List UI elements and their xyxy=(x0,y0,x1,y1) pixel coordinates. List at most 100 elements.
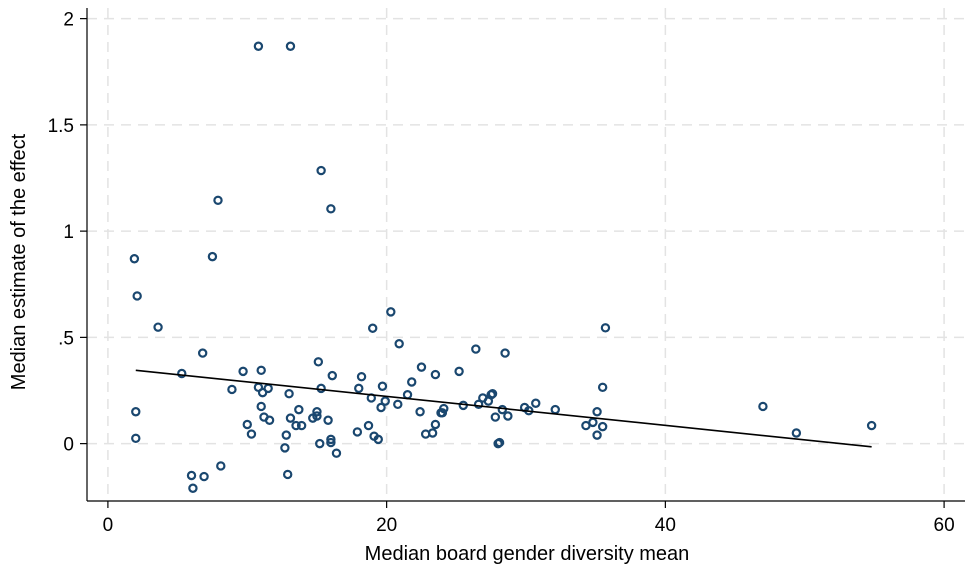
data-point-95 xyxy=(494,437,505,448)
gridlines xyxy=(87,8,965,501)
data-point-9 xyxy=(600,323,611,333)
data-point-44 xyxy=(393,399,403,410)
data-point-99 xyxy=(257,387,268,398)
data-point-83 xyxy=(199,471,209,482)
data-point-97 xyxy=(597,421,608,432)
data-point-26 xyxy=(454,366,464,377)
data-point-81 xyxy=(216,461,226,471)
data-point-5 xyxy=(129,254,140,264)
data-point-24 xyxy=(416,362,427,372)
x-tick-label-2: 40 xyxy=(655,515,676,536)
data-point-93 xyxy=(326,437,336,448)
data-point-73 xyxy=(427,428,438,438)
x-tick-label-1: 20 xyxy=(376,515,397,536)
data-point-69 xyxy=(326,434,336,445)
data-point-61 xyxy=(592,407,602,417)
data-point-63 xyxy=(791,428,802,438)
data-point-68 xyxy=(315,438,325,449)
fit-line xyxy=(135,369,872,448)
data-point-52 xyxy=(264,415,275,425)
x-tick-label-0: 0 xyxy=(103,515,114,536)
data-point-1 xyxy=(285,41,296,51)
x-tick-label-3: 60 xyxy=(934,515,955,536)
data-point-48 xyxy=(497,404,508,415)
data-point-16 xyxy=(238,366,248,377)
data-point-22 xyxy=(356,371,367,382)
data-point-18 xyxy=(284,388,294,399)
data-point-17 xyxy=(256,365,266,376)
data-point-82 xyxy=(186,470,197,481)
data-point-37 xyxy=(531,398,541,408)
data-point-40 xyxy=(256,401,266,412)
data-point-78 xyxy=(312,411,322,421)
data-point-35 xyxy=(402,390,413,400)
data-point-75 xyxy=(592,430,602,440)
data-point-39 xyxy=(131,407,141,417)
data-point-80 xyxy=(373,434,383,445)
data-point-56 xyxy=(376,402,386,413)
data-point-23 xyxy=(377,381,388,391)
data-point-2 xyxy=(316,165,326,176)
data-point-91 xyxy=(363,420,374,431)
data-point-25 xyxy=(430,369,441,380)
y-tick-label-3: 1.5 xyxy=(48,116,74,137)
data-points xyxy=(129,41,877,493)
data-point-84 xyxy=(282,469,293,480)
data-point-79 xyxy=(331,448,342,458)
data-point-62 xyxy=(758,401,768,412)
y-axis-title: Median estimate of the effect xyxy=(8,133,30,390)
data-point-94 xyxy=(486,390,496,400)
data-point-45 xyxy=(415,407,425,417)
data-point-76 xyxy=(131,433,141,444)
data-point-21 xyxy=(177,368,187,379)
data-point-55 xyxy=(323,415,333,425)
data-point-88 xyxy=(437,408,448,418)
data-point-49 xyxy=(550,404,560,415)
tick-labels: 0 20 40 60 0 .5 1 1.5 2 xyxy=(48,10,955,536)
data-point-70 xyxy=(352,427,363,437)
axes xyxy=(80,8,965,508)
data-point-3 xyxy=(326,204,336,214)
x-axis-title: Median board gender diversity mean xyxy=(365,543,690,565)
data-point-74 xyxy=(490,412,501,422)
data-point-50 xyxy=(242,419,252,430)
data-point-8 xyxy=(153,322,163,332)
data-point-85 xyxy=(188,483,198,493)
data-point-53 xyxy=(285,413,296,423)
data-point-6 xyxy=(207,251,218,262)
fit-line-group xyxy=(135,369,872,448)
data-point-41 xyxy=(294,404,304,415)
data-point-90 xyxy=(380,396,390,406)
data-point-10 xyxy=(386,307,396,317)
data-point-59 xyxy=(503,411,513,421)
data-point-34 xyxy=(354,383,364,394)
data-point-66 xyxy=(281,430,291,440)
data-point-96 xyxy=(588,417,598,428)
data-point-12 xyxy=(367,323,378,333)
data-point-13 xyxy=(500,348,510,358)
data-point-19 xyxy=(313,357,324,367)
data-point-92 xyxy=(291,420,301,431)
data-point-15 xyxy=(197,348,208,358)
data-point-64 xyxy=(866,420,877,431)
data-point-11 xyxy=(394,339,404,349)
y-tick-label-4: 2 xyxy=(63,10,74,31)
data-point-65 xyxy=(246,429,257,439)
data-point-20 xyxy=(327,370,337,381)
data-point-29 xyxy=(407,377,417,387)
data-point-67 xyxy=(296,420,307,431)
data-point-30 xyxy=(227,384,237,395)
data-point-0 xyxy=(253,41,264,51)
y-tick-label-2: 1 xyxy=(63,222,74,243)
data-point-38 xyxy=(597,382,608,393)
data-point-87 xyxy=(430,419,441,430)
data-point-14 xyxy=(471,344,481,354)
data-point-4 xyxy=(213,195,223,206)
y-tick-label-1: .5 xyxy=(58,328,74,349)
data-point-77 xyxy=(280,443,290,453)
data-point-33 xyxy=(316,383,326,394)
y-tick-label-0: 0 xyxy=(63,435,74,456)
data-point-7 xyxy=(132,291,142,301)
data-point-58 xyxy=(473,399,484,410)
